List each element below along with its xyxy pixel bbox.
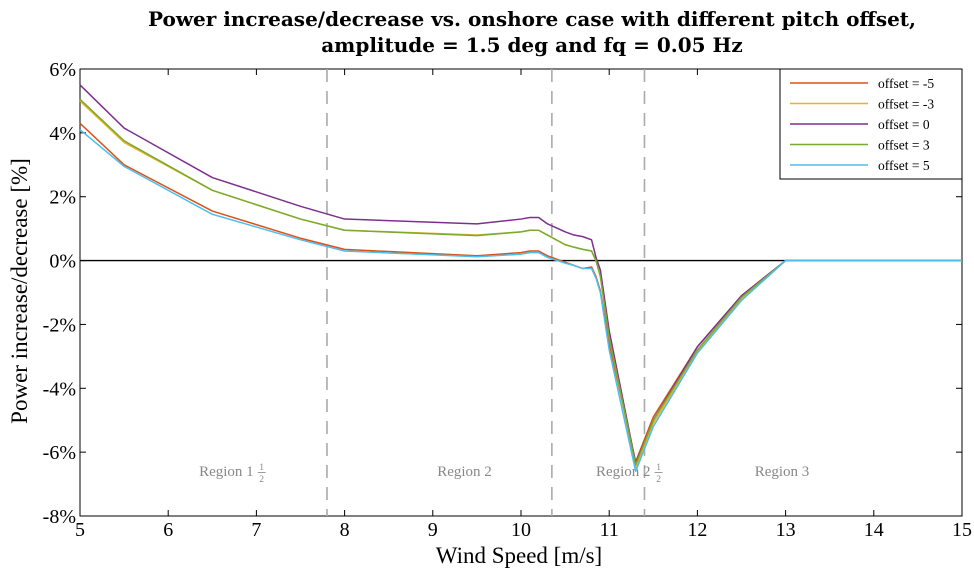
region-fraction-denominator: 2 (656, 475, 661, 485)
region-fraction-numerator: 1 (656, 463, 661, 473)
x-tick-label: 13 (776, 519, 796, 541)
region-fraction-numerator: 1 (259, 463, 264, 473)
y-tick-label: -4% (43, 378, 76, 400)
region-label-4: Region 3 (755, 464, 810, 480)
x-tick-label: 12 (687, 519, 707, 541)
x-tick-label: 14 (864, 519, 884, 541)
x-tick-label: 8 (340, 519, 350, 541)
region-label-text: Region 2 (437, 464, 492, 480)
x-tick-label: 7 (251, 519, 261, 541)
region-label-text: Region 1 (199, 464, 254, 480)
y-tick-label: 6% (49, 59, 76, 81)
region-label-1: Region 1 1 2 (199, 463, 266, 485)
x-tick-label: 11 (600, 519, 619, 541)
legend-label-4: offset = 3 (878, 138, 930, 153)
x-tick-label: 6 (163, 519, 173, 541)
series-line-4 (79, 98, 962, 466)
x-axis-label: Wind Speed [m/s] (436, 543, 602, 568)
y-axis-label: Power increase/decrease [%] (7, 158, 32, 424)
x-tick-label: 9 (428, 519, 438, 541)
region-label-2: Region 2 (437, 464, 492, 480)
region-label-text: Region 2 (596, 464, 651, 480)
y-tick-label: -6% (43, 442, 76, 464)
y-tick-label: 2% (49, 187, 76, 209)
legend-label-1: offset = -5 (878, 76, 934, 91)
chart-title-line-2: amplitude = 1.5 deg and fq = 0.05 Hz (321, 33, 743, 57)
x-tick-label: 10 (511, 519, 531, 541)
chart-title-line-1: Power increase/decrease vs. onshore case… (148, 7, 916, 31)
y-tick-label: -8% (43, 506, 76, 528)
legend-label-3: offset = 0 (878, 117, 930, 132)
plot-area: 5 6 7 8 9 10 11 12 13 14 15-8%-6%-4%-2%0%2%4%6%Reg… (43, 59, 972, 541)
legend: offset = -5 offset = -3 offset = 0 offset =… (779, 68, 963, 180)
y-tick-label: -2% (43, 314, 76, 336)
region-label-text: Region 3 (755, 464, 810, 480)
region-fraction-denominator: 2 (259, 475, 264, 485)
y-tick-label: 4% (49, 123, 76, 145)
series-line-5 (79, 129, 962, 473)
x-tick-label: 15 (952, 519, 972, 541)
x-tick-label: 5 (75, 519, 85, 541)
series-line-3 (79, 84, 962, 465)
y-tick-label: 0% (49, 251, 76, 273)
legend-label-2: offset = -3 (878, 97, 934, 112)
legend-label-5: offset = 5 (878, 158, 930, 173)
